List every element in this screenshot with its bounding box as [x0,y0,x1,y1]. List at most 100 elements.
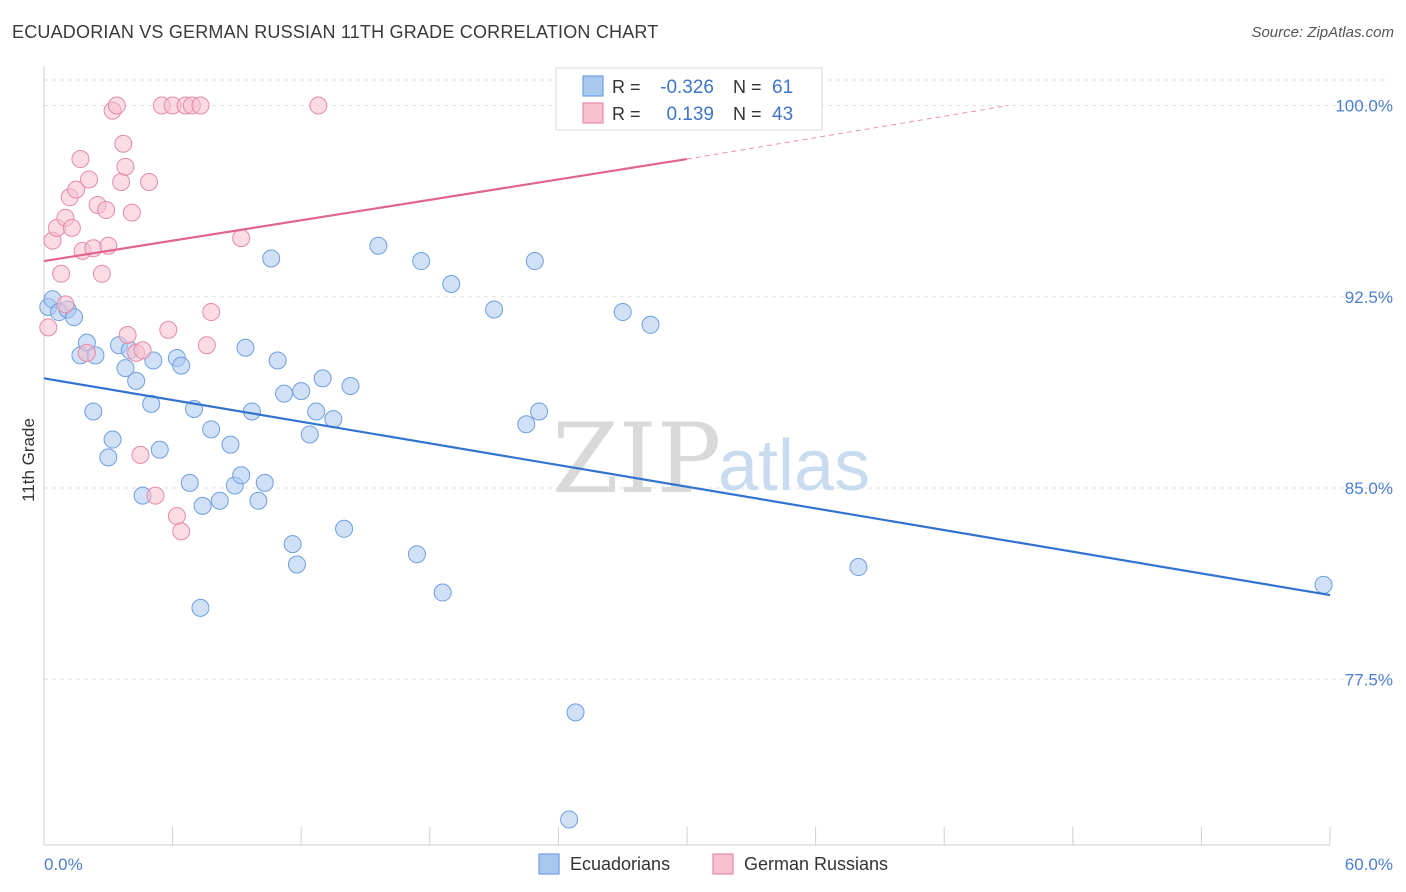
point-ecuadorians-36 [275,384,294,403]
point-german-russians-27 [140,173,159,191]
point-ecuadorians-52 [517,415,536,434]
data-points [39,96,1333,829]
point-german-russians-8 [71,150,90,169]
point-ecuadorians-21 [180,473,199,492]
point-ecuadorians-48 [412,252,431,271]
point-ecuadorians-12 [116,359,135,378]
point-german-russians-22 [118,326,137,344]
point-ecuadorians-34 [262,249,281,268]
y-tick-label-2: 85.0% [1345,479,1393,498]
point-german-russians-23 [122,203,141,222]
stats-n-label-1: N = [733,77,762,97]
point-german-russians-28 [146,486,165,505]
watermark: ZIP atlas [552,403,870,515]
point-ecuadorians-45 [341,377,360,395]
legend-swatch-german-russians [712,853,734,875]
point-german-russians-6 [62,218,81,237]
gridlines [44,79,1390,680]
point-ecuadorians-8 [84,402,103,421]
point-ecuadorians-39 [292,382,311,401]
point-ecuadorians-32 [249,491,268,510]
axes [43,66,1331,846]
point-german-russians-21 [116,157,135,176]
legend-label-german-russians: German Russians [744,854,888,874]
x-tick-labels: 0.0% 60.0% [44,855,1393,874]
point-ecuadorians-40 [300,425,319,444]
point-ecuadorians-60 [1314,575,1333,594]
point-ecuadorians-17 [150,440,169,459]
point-ecuadorians-57 [613,303,632,322]
point-ecuadorians-37 [283,535,302,554]
point-ecuadorians-4 [65,308,84,327]
point-ecuadorians-35 [268,351,287,370]
point-ecuadorians-24 [202,420,221,439]
point-german-russians-11 [80,170,99,189]
point-ecuadorians-50 [442,275,461,293]
y-tick-labels: 100.0% 92.5% 85.0% 77.5% [1335,97,1393,690]
stats-box: R = -0.326 N = 61 R = 0.139 N = 43 [555,67,823,131]
trend-lines [43,105,1331,597]
legend-swatch-ecuadorians [538,853,560,875]
point-german-russians-19 [112,173,131,191]
point-ecuadorians-41 [307,402,326,421]
point-german-russians-14 [92,264,111,283]
chart-title: ECUADORIAN VS GERMAN RUSSIAN 11TH GRADE … [12,22,659,42]
x-tick-label-0: 0.0% [44,855,83,874]
point-german-russians-32 [167,507,186,526]
point-ecuadorians-42 [313,369,332,388]
point-ecuadorians-33 [255,473,274,492]
point-german-russians-10 [77,343,96,362]
trend-line-german-russians [43,157,688,263]
y-tick-label-3: 77.5% [1345,670,1393,689]
point-german-russians-18 [107,96,126,115]
point-german-russians-25 [133,341,152,360]
stats-r-label-1: R = [612,77,641,97]
watermark-atlas: atlas [718,426,870,506]
stats-n-label-2: N = [733,104,762,124]
point-german-russians-20 [114,134,133,153]
point-ecuadorians-53 [525,252,544,271]
point-ecuadorians-51 [485,300,504,319]
point-ecuadorians-46 [369,236,388,255]
watermark-zip: ZIP [552,403,721,515]
point-ecuadorians-58 [641,315,660,334]
stats-r-label-2: R = [612,104,641,124]
point-german-russians-3 [52,264,71,283]
point-ecuadorians-27 [221,435,240,454]
point-ecuadorians-47 [407,545,426,564]
point-german-russians-38 [202,303,221,322]
point-german-russians-39 [232,229,251,248]
point-german-russians-30 [159,320,178,339]
point-german-russians-15 [97,201,116,220]
point-ecuadorians-49 [433,583,452,602]
legend: Ecuadorians German Russians [538,853,888,875]
point-german-russians-0 [39,318,58,337]
stats-swatch-german-russians [582,102,604,124]
point-german-russians-42 [56,295,75,314]
point-ecuadorians-10 [103,430,122,449]
y-tick-label-1: 92.5% [1345,288,1393,307]
point-ecuadorians-54 [530,402,549,421]
point-ecuadorians-44 [335,519,354,538]
point-ecuadorians-26 [210,491,229,510]
point-ecuadorians-9 [99,448,118,467]
legend-label-ecuadorians: Ecuadorians [570,854,670,874]
point-ecuadorians-14 [127,371,146,390]
stats-swatch-ecuadorians [582,75,604,97]
point-ecuadorians-56 [566,703,585,722]
point-german-russians-37 [197,336,216,355]
point-ecuadorians-20 [172,356,191,375]
point-ecuadorians-59 [849,558,868,577]
point-ecuadorians-23 [193,496,212,515]
y-tick-label-0: 100.0% [1335,97,1393,116]
stats-r-value-2: 0.139 [666,104,714,125]
stats-n-value-2: 43 [772,104,793,125]
point-ecuadorians-30 [236,338,255,357]
source-label: Source: ZipAtlas.com [1251,24,1394,41]
point-ecuadorians-29 [232,466,251,485]
y-axis-title: 11th Grade [19,418,38,502]
stats-r-value-1: -0.326 [660,77,714,98]
trend-line-extension-german-russians [686,105,1009,160]
x-tick-label-1: 60.0% [1345,855,1393,874]
